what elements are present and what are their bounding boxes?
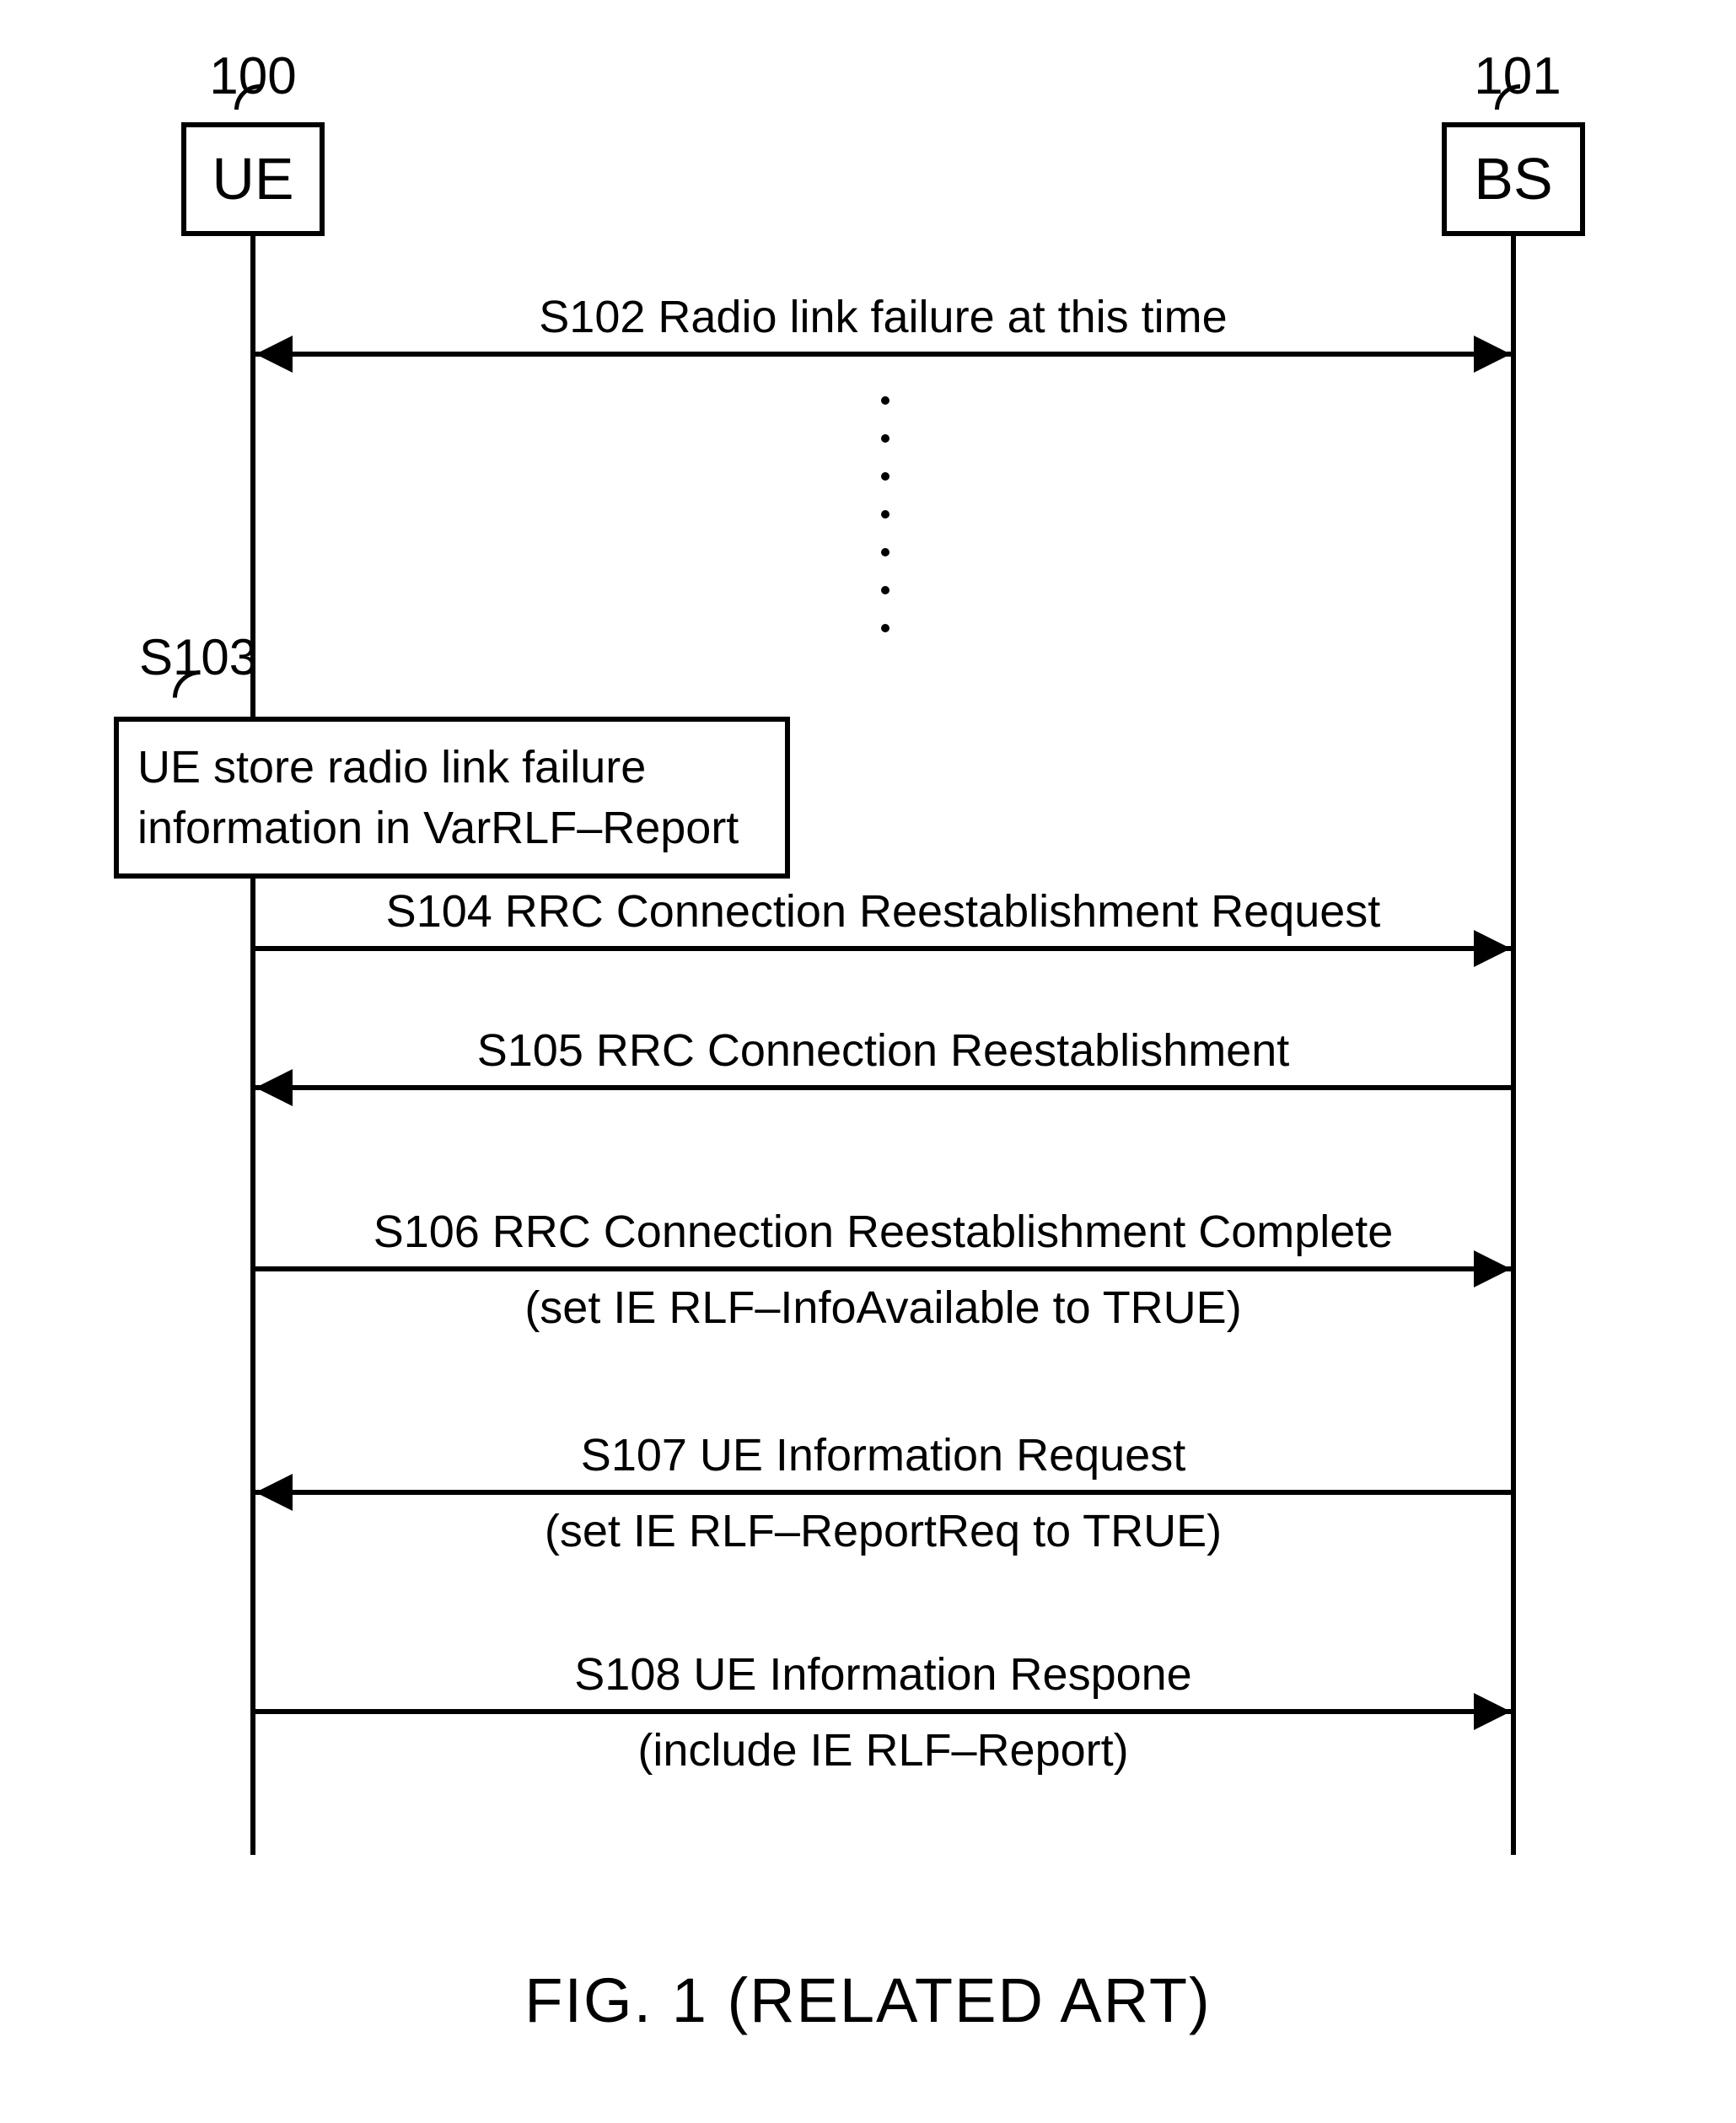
- s103-box: UE store radio link failure information …: [114, 717, 790, 879]
- bs-label: BS: [1474, 146, 1552, 212]
- dot-6: [881, 624, 889, 632]
- msg-s104-line: [255, 946, 1511, 951]
- msg-s108-sub: (include IE RLF–Report): [255, 1724, 1511, 1776]
- s103-line1: UE store radio link failure: [137, 737, 766, 798]
- msg-s107-sub: (set IE RLF–ReportReq to TRUE): [255, 1505, 1511, 1557]
- ue-label: UE: [212, 146, 293, 212]
- msg-s108-line: [255, 1709, 1511, 1714]
- dot-3: [881, 510, 889, 519]
- msg-s105-line: [255, 1085, 1511, 1090]
- dot-2: [881, 472, 889, 481]
- dot-5: [881, 586, 889, 594]
- msg-s108-text: S108 UE Information Respone: [255, 1648, 1511, 1701]
- s103-line2: information in VarRLF–Report: [137, 798, 766, 858]
- dot-0: [881, 396, 889, 405]
- msg-s104-text: S104 RRC Connection Reestablishment Requ…: [255, 885, 1511, 938]
- msg-s106-sub: (set IE RLF–InfoAvailable to TRUE): [255, 1282, 1511, 1334]
- dot-4: [881, 548, 889, 556]
- ue-box: UE: [181, 122, 325, 236]
- msg-s107-line: [255, 1490, 1511, 1495]
- msg-s106-text: S106 RRC Connection Reestablishment Comp…: [255, 1206, 1511, 1258]
- msg-s107-text: S107 UE Information Request: [255, 1429, 1511, 1481]
- msg-s102-line: [255, 352, 1511, 357]
- msg-s105-text: S105 RRC Connection Reestablishment: [255, 1024, 1511, 1077]
- msg-s106-line: [255, 1266, 1511, 1271]
- dot-1: [881, 434, 889, 443]
- diagram-canvas: 100 UE 101 BS S102 Radio link failure at…: [0, 0, 1736, 2123]
- bs-lifeline: [1511, 236, 1516, 1855]
- msg-s102-text: S102 Radio link failure at this time: [255, 291, 1511, 343]
- bs-box: BS: [1442, 122, 1585, 236]
- figure-caption: FIG. 1 (RELATED ART): [0, 1964, 1736, 2036]
